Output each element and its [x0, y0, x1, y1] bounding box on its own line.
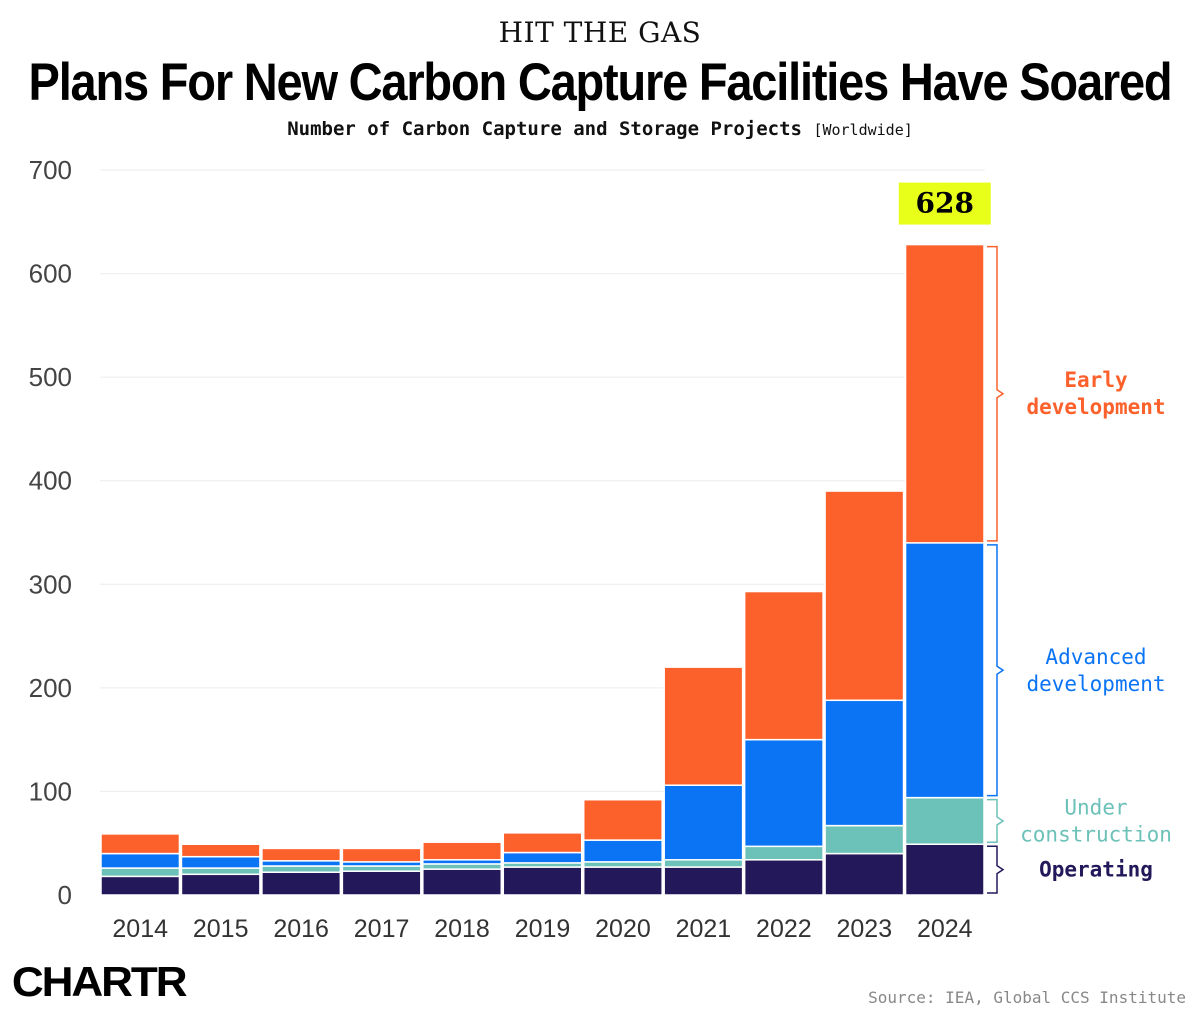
bar-under-construction	[743, 845, 824, 861]
subtitle-text: Number of Carbon Capture and Storage Pro…	[287, 118, 802, 140]
x-tick-label: 2018	[434, 915, 490, 943]
legend-label: Operating	[1039, 858, 1153, 882]
bar-early-development	[743, 590, 824, 741]
bar-operating	[582, 866, 663, 896]
bar-advanced-development	[502, 851, 583, 864]
bar-early-development	[824, 490, 905, 702]
chart-kicker: HIT THE GAS	[498, 16, 702, 49]
bar-advanced-development	[824, 699, 905, 827]
bar-advanced-development	[904, 542, 985, 799]
x-tick-label: 2023	[837, 915, 893, 943]
legend-bracket	[987, 845, 1005, 894]
bar-operating	[180, 873, 261, 896]
legend-label: development	[1026, 395, 1165, 419]
legend-label: Early	[1064, 368, 1128, 392]
y-axis-ticks: 0 100 200 300 400 500 600 700	[29, 155, 72, 910]
bar-operating	[824, 852, 905, 896]
bar-operating	[663, 866, 744, 896]
bar-early-development	[341, 847, 422, 863]
legend-label: development	[1026, 672, 1165, 696]
y-tick-label: 600	[29, 259, 72, 289]
legend-label: Under	[1064, 795, 1127, 819]
bar-operating	[422, 868, 503, 896]
y-tick-label: 500	[29, 362, 72, 392]
x-tick-label: 2015	[193, 915, 249, 943]
bar-early-development	[261, 847, 342, 862]
bars	[100, 243, 985, 896]
bar-early-development	[663, 666, 744, 786]
x-tick-label: 2020	[595, 915, 651, 943]
x-tick-label: 2014	[112, 915, 168, 943]
legend-bracket	[987, 245, 1005, 542]
bar-operating	[100, 875, 181, 896]
legend: Early development Advanced development Under…	[987, 245, 1172, 894]
y-tick-label: 300	[29, 569, 72, 599]
bar-under-construction	[100, 867, 181, 878]
bar-operating	[341, 870, 422, 896]
bar-advanced-development	[663, 784, 744, 861]
y-tick-label: 200	[29, 673, 72, 703]
bar-early-development	[904, 243, 985, 544]
bar-under-construction	[261, 865, 342, 873]
bar-early-development	[100, 833, 181, 855]
legend-label: Advanced	[1045, 645, 1146, 669]
bar-under-construction	[582, 861, 663, 868]
y-tick-label: 400	[29, 466, 72, 496]
bar-advanced-development	[180, 855, 261, 869]
x-axis-ticks: 2014 2015 2016 2017 2018 2019 2020 2021 2022 2023…	[112, 915, 972, 943]
total-label: 628	[916, 187, 974, 220]
subtitle-scope: [Worldwide]	[813, 121, 913, 139]
x-tick-label: 2022	[756, 915, 812, 943]
x-tick-label: 2021	[676, 915, 732, 943]
bar-under-construction	[904, 796, 985, 846]
bar-under-construction	[824, 824, 905, 855]
bar-under-construction	[663, 859, 744, 868]
bar-early-development	[502, 832, 583, 854]
bar-early-development	[180, 843, 261, 858]
bar-advanced-development	[743, 738, 824, 848]
bar-under-construction	[341, 865, 422, 872]
x-tick-label: 2024	[917, 915, 973, 943]
bar-operating	[261, 871, 342, 896]
bar-under-construction	[422, 863, 503, 870]
bar-advanced-development	[582, 839, 663, 863]
source-note: Source: IEA, Global CCS Institute	[868, 988, 1186, 1007]
y-tick-label: 0	[58, 880, 72, 910]
x-tick-label: 2019	[515, 915, 571, 943]
bar-operating	[904, 843, 985, 896]
bar-advanced-development	[261, 860, 342, 867]
legend-bracket	[987, 544, 1005, 797]
chart-title: Plans For New Carbon Capture Facilities …	[28, 51, 1173, 112]
legend-bracket	[987, 798, 1005, 843]
bar-early-development	[582, 798, 663, 841]
legend-label: construction	[1020, 822, 1172, 846]
annotations: 628	[898, 182, 991, 225]
chartr-logo: CHARTR	[11, 958, 188, 1005]
total-badge	[898, 182, 991, 225]
bar-early-development	[422, 841, 503, 861]
bar-operating	[743, 859, 824, 896]
y-tick-label: 700	[29, 155, 72, 185]
x-tick-label: 2016	[273, 915, 329, 943]
y-tick-label: 100	[29, 776, 72, 806]
chart-subtitle: Number of Carbon Capture and Storage Pro…	[0, 118, 1200, 140]
bar-operating	[502, 866, 583, 896]
bar-advanced-development	[100, 852, 181, 869]
x-tick-label: 2017	[354, 915, 410, 943]
bar-under-construction	[180, 867, 261, 876]
